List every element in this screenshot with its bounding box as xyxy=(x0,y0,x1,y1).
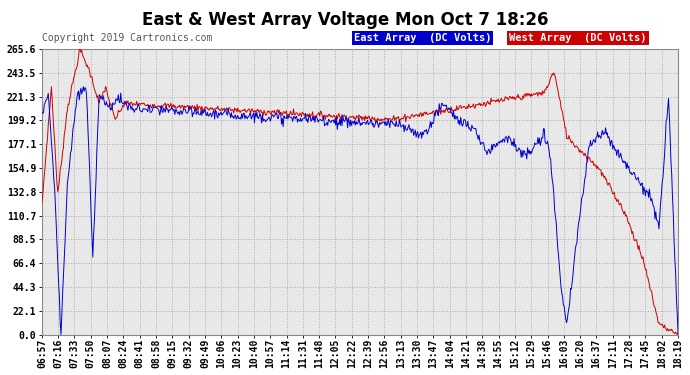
Text: Copyright 2019 Cartronics.com: Copyright 2019 Cartronics.com xyxy=(42,33,213,43)
Text: West Array  (DC Volts): West Array (DC Volts) xyxy=(509,33,647,43)
Text: East Array  (DC Volts): East Array (DC Volts) xyxy=(353,33,491,43)
Text: East & West Array Voltage Mon Oct 7 18:26: East & West Array Voltage Mon Oct 7 18:2… xyxy=(141,11,549,29)
